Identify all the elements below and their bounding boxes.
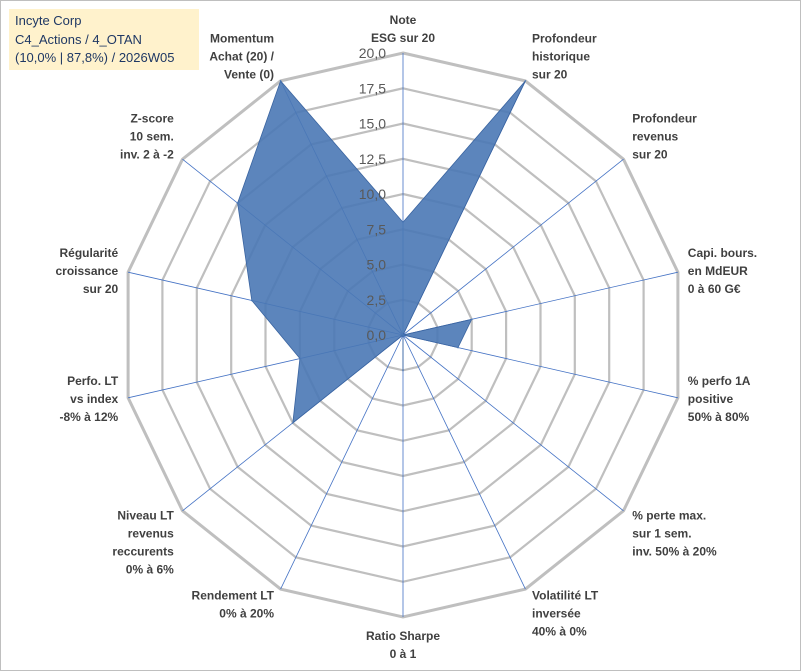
axis-label-line: Perfo. LT	[67, 374, 119, 388]
axis-label-line: historique	[532, 50, 590, 64]
axis-label-7: Volatilité LT inversée 40% à 0%	[532, 589, 599, 639]
axis-label-line: 40% à 0%	[532, 625, 587, 639]
axis-label-3: Profondeur revenus sur 20	[632, 111, 697, 161]
data-point-14	[279, 80, 282, 82]
data-point-1	[402, 221, 404, 223]
tick-label: 20,0	[359, 45, 386, 61]
axis-label-line: inv. 2 à -2	[120, 147, 174, 161]
axis-label-line: revenus	[128, 527, 174, 541]
axis-label-line: sur 20	[83, 282, 119, 296]
spoke-6	[402, 334, 624, 512]
tick-label: 15,0	[359, 116, 386, 132]
data-point-2	[524, 80, 527, 82]
axis-label-14: Momentum Achat (20) / Vente (0)	[209, 32, 274, 82]
axis-label-line: 10 sem.	[130, 129, 174, 143]
axis-label-line: ESG sur 20	[371, 31, 435, 45]
data-point-9	[402, 334, 404, 336]
tick-label: 10,0	[359, 186, 386, 202]
data-point-13	[236, 202, 239, 204]
axis-label-line: inversée	[532, 607, 581, 621]
axis-label-4: Capi. bours. en MdEUR 0 à 60 G€	[688, 246, 757, 296]
axis-label-1: Note ESG sur 20	[371, 13, 435, 45]
axis-label-line: Note	[390, 13, 417, 27]
company-name: Incyte Corp	[15, 13, 82, 28]
axis-label-13: Z-score 10 sem. inv. 2 à -2	[120, 111, 174, 161]
axis-label-line: en MdEUR	[688, 264, 748, 278]
axis-label-line: Niveau LT	[117, 509, 174, 523]
tick-label: 7,5	[367, 221, 387, 237]
axis-label-line: % perte max.	[632, 509, 706, 523]
axis-label-8: Ratio Sharpe 0 à 1	[366, 629, 440, 661]
spoke-3	[402, 158, 624, 336]
axis-label-line: Rendement LT	[192, 589, 275, 603]
axis-label-line: sur 20	[532, 68, 568, 82]
axis-label-line: 0% à 6%	[126, 563, 174, 577]
portfolio-category: C4_Actions / 4_OTAN	[15, 31, 142, 47]
axis-label-line: Achat (20) /	[209, 50, 274, 64]
axis-label-2: Profondeur historique sur 20	[532, 32, 597, 82]
data-point-12	[251, 299, 253, 302]
radar-axis-labels: Note ESG sur 20 Profondeur historique sur 20…	[55, 13, 757, 661]
tick-label: 0,0	[367, 327, 387, 343]
data-point-10	[292, 422, 294, 424]
axis-label-line: Ratio Sharpe	[366, 629, 440, 643]
axis-label-12: Régularité croissance sur 20	[55, 246, 118, 296]
axis-label-line: revenus	[632, 129, 678, 143]
axis-label-line: reccurents	[112, 545, 174, 559]
axis-label-line: sur 1 sem.	[632, 527, 691, 541]
axis-label-line: 0% à 20%	[219, 607, 274, 621]
axis-label-line: positive	[688, 392, 734, 406]
tick-label: 12,5	[359, 151, 386, 167]
data-point-5	[457, 346, 459, 349]
tick-label: 17,5	[359, 80, 386, 96]
data-point-8	[402, 369, 404, 372]
axis-label-line: % perfo 1A	[688, 374, 751, 388]
data-point-11	[299, 357, 301, 360]
axis-label-line: 0 à 1	[390, 647, 417, 661]
axis-label-6: % perte max. sur 1 sem. inv. 50% à 20%	[632, 509, 717, 559]
data-point-4	[470, 318, 473, 321]
tick-label: 2,5	[367, 292, 387, 308]
axis-label-line: Régularité	[60, 246, 119, 260]
chart-title-box: Incyte Corp C4_Actions / 4_OTAN (10,0% |…	[9, 9, 199, 70]
axis-label-line: Profondeur	[532, 32, 597, 46]
axis-label-line: vs index	[70, 392, 118, 406]
tick-label: 5,0	[367, 257, 387, 273]
axis-label-line: 50% à 80%	[688, 410, 750, 424]
axis-label-line: Z-score	[130, 111, 174, 125]
series-area	[237, 80, 526, 424]
axis-label-line: inv. 50% à 20%	[632, 545, 717, 559]
axis-label-line: 0 à 60 G€	[688, 282, 741, 296]
axis-label-line: Vente (0)	[224, 68, 274, 82]
spoke-9	[280, 334, 404, 590]
axis-label-9: Rendement LT 0% à 20%	[192, 589, 275, 621]
score-and-week: (10,0% | 87,8%) / 2026W05	[15, 50, 175, 65]
radar-tick-labels: 0,0 2,5 5,0 7,5 10,0 12,5 15,0 17,5 20,0	[359, 45, 386, 343]
spoke-7	[402, 334, 526, 590]
axis-label-11: Perfo. LT vs index -8% à 12%	[59, 374, 118, 424]
axis-label-line: -8% à 12%	[59, 410, 118, 424]
axis-label-line: sur 20	[632, 147, 668, 161]
axis-label-line: Momentum	[210, 32, 274, 46]
axis-label-line: Profondeur	[632, 111, 697, 125]
axis-label-line: croissance	[55, 264, 118, 278]
axis-label-line: Volatilité LT	[532, 589, 599, 603]
axis-label-10: Niveau LT revenus reccurents 0% à 6%	[112, 509, 174, 577]
axis-label-line: Capi. bours.	[688, 246, 757, 260]
radar-series	[236, 80, 527, 424]
axis-label-5: % perfo 1A positive 50% à 80%	[688, 374, 751, 424]
